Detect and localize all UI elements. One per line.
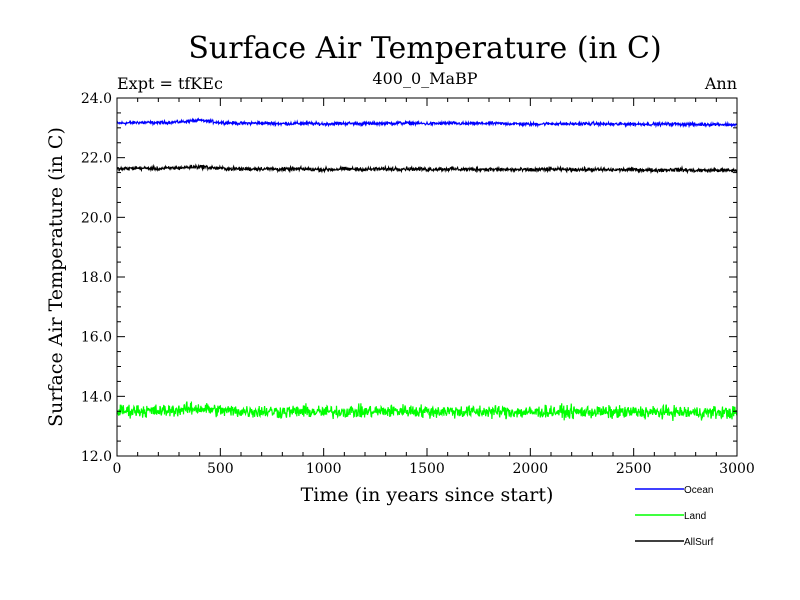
x-tick-label: 1500 [409, 461, 445, 477]
legend-label-allsurf: AllSurf [684, 537, 714, 548]
y-axis-label: Surface Air Temperature (in C) [45, 127, 67, 427]
y-tick-label: 14.0 [81, 389, 112, 405]
chart-title: Surface Air Temperature (in C) [188, 31, 661, 66]
y-tick-label: 18.0 [81, 270, 112, 286]
y-tick-label: 20.0 [81, 210, 112, 226]
x-tick-label: 0 [113, 461, 122, 477]
series-line-ocean [116, 117, 738, 129]
x-tick-label: 3000 [719, 461, 755, 477]
y-tick-label: 24.0 [81, 91, 112, 107]
plot-frame [116, 97, 738, 457]
x-tick-label: 500 [207, 461, 234, 477]
series-line-allsurf [116, 163, 738, 175]
legend-label-ocean: Ocean [684, 485, 713, 496]
series-layer [116, 117, 738, 422]
legend-label-land: Land [684, 511, 706, 522]
y-tick-label: 22.0 [81, 151, 112, 167]
experiment-label: Expt = tfKEc [117, 74, 223, 93]
y-tick-label: 12.0 [81, 449, 112, 465]
axes-layer: 0 500 1000 1500 2000 2500 3000 12.0 14.0 16.0 18.0… [81, 91, 755, 477]
chart-subtitle: 400_0_MaBP [372, 69, 477, 88]
y-tick-label: 16.0 [81, 330, 112, 346]
legend: Ocean Land AllSurf [635, 485, 714, 548]
x-tick-label: 1000 [306, 461, 342, 477]
x-tick-label: 2000 [513, 461, 549, 477]
x-tick-label: 2500 [616, 461, 652, 477]
season-label: Ann [704, 74, 737, 93]
x-axis-label: Time (in years since start) [301, 484, 554, 506]
series-line-land [116, 401, 738, 422]
